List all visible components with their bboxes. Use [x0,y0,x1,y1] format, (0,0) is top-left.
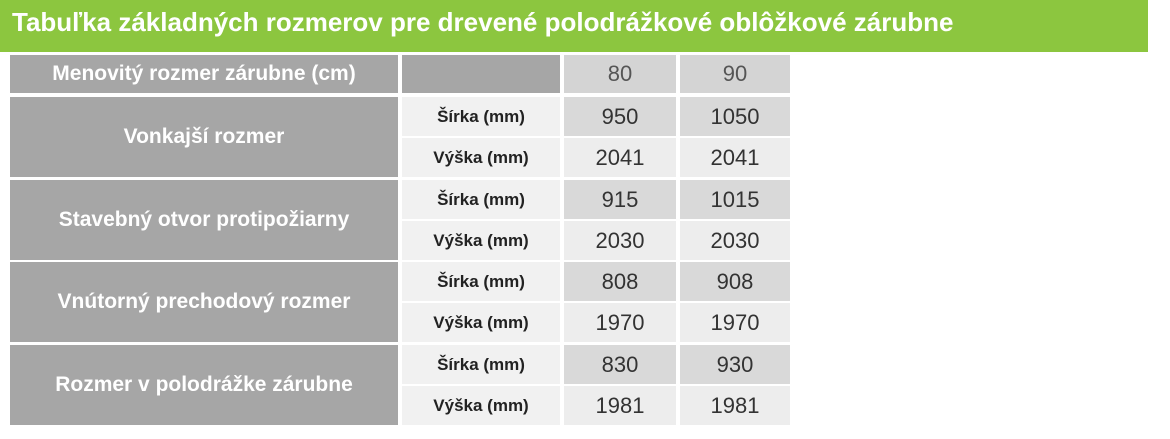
dimension-label: Šírka (mm) [402,345,560,384]
group-label: Vonkajší rozmer [10,97,398,177]
group-label: Stavebný otvor protipožiarny [10,180,398,260]
dimension-value: 1015 [680,180,790,219]
header-size: 90 [680,55,790,93]
dimension-value: 2030 [564,221,676,260]
dimension-label: Šírka (mm) [402,97,560,136]
group-label: Rozmer v polodrážke zárubne [10,345,398,425]
dimension-value: 930 [680,345,790,384]
dimension-value: 908 [680,262,790,301]
dimension-value: 915 [564,180,676,219]
dimension-value: 2041 [680,138,790,177]
dimension-value: 808 [564,262,676,301]
header-label: Menovitý rozmer zárubne (cm) [10,55,398,93]
title: Tabuľka základných rozmerov pre drevené … [12,7,954,37]
dimension-label: Výška (mm) [402,303,560,342]
dimension-label: Výška (mm) [402,221,560,260]
dimension-value: 2030 [680,221,790,260]
dimension-value: 2041 [564,138,676,177]
dimension-value: 1981 [680,386,790,425]
title-banner: Tabuľka základných rozmerov pre drevené … [0,0,1148,52]
dimension-label: Šírka (mm) [402,180,560,219]
dimension-value: 950 [564,97,676,136]
dimension-value: 1970 [564,303,676,342]
dimension-value: 1970 [680,303,790,342]
group-label: Vnútorný prechodový rozmer [10,262,398,342]
dimension-value: 1050 [680,97,790,136]
header-blank [402,55,560,93]
dimension-value: 1981 [564,386,676,425]
header-size: 80 [564,55,676,93]
dimension-value: 830 [564,345,676,384]
dimension-label: Výška (mm) [402,138,560,177]
dimension-label: Šírka (mm) [402,262,560,301]
dimension-label: Výška (mm) [402,386,560,425]
